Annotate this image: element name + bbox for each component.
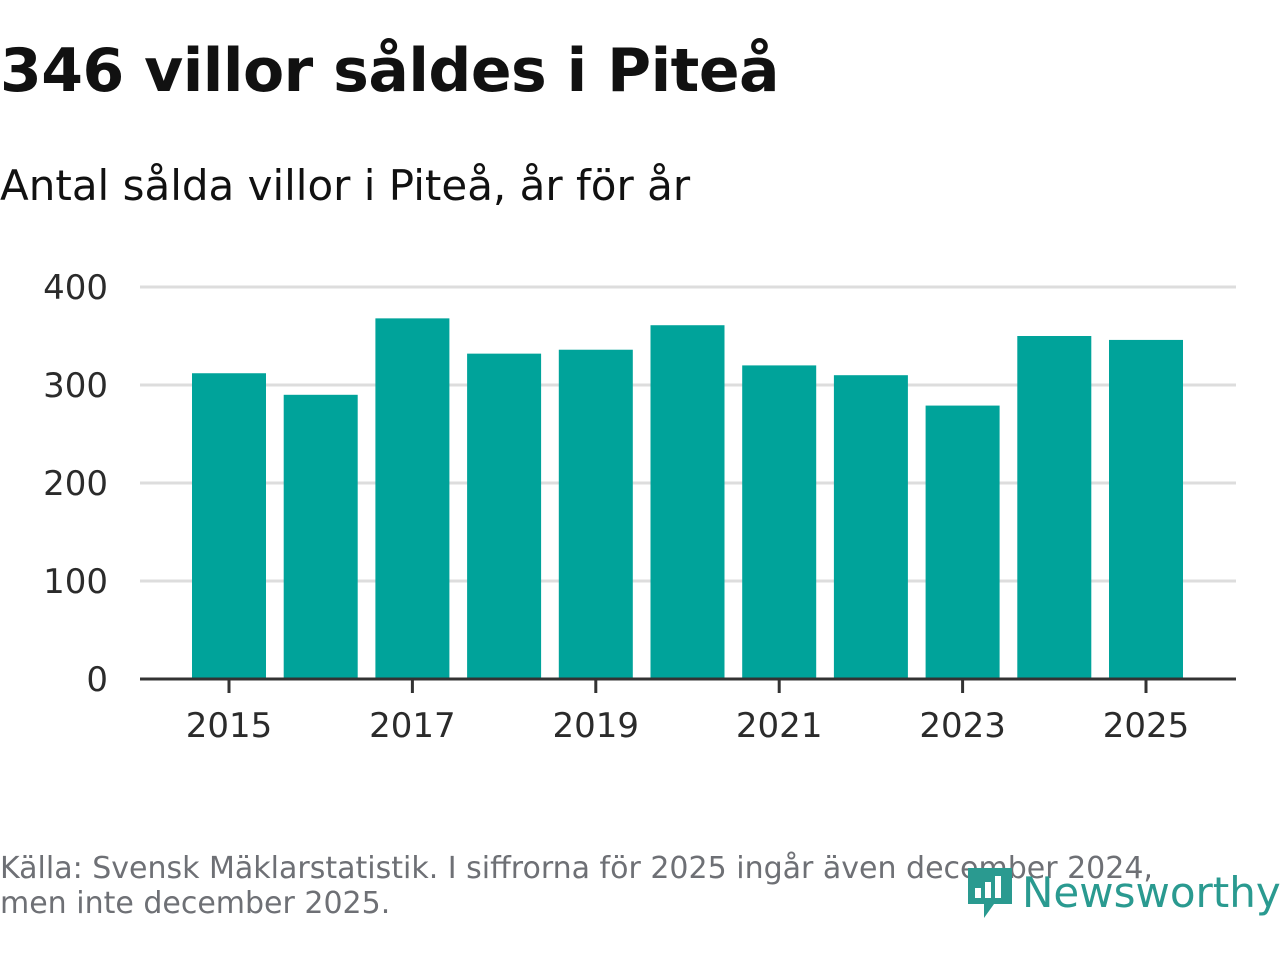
y-tick-label-100: 100: [43, 562, 108, 602]
chart-subtitle: Antal sålda villor i Piteå, år för år: [0, 161, 691, 210]
bar-2017: [375, 318, 450, 679]
bar-2018: [467, 353, 542, 679]
y-tick-label-400: 400: [43, 268, 108, 308]
newsworthy-logo-icon: [968, 868, 1012, 918]
x-tick-label-2017: 2017: [369, 706, 456, 746]
chart-title: 346 villor såldes i Piteå: [0, 36, 780, 106]
bars: [192, 318, 1183, 679]
x-tick-label-2025: 2025: [1103, 706, 1190, 746]
bar-2023: [925, 405, 1000, 679]
bar-chart: 0 100 200 300 400 2015 2017 2019 2021 2023 2025: [43, 268, 1236, 746]
bar-2022: [833, 375, 908, 679]
bar-2025: [1109, 339, 1183, 679]
bar-2015: [192, 373, 266, 679]
bar-2024: [1017, 336, 1092, 679]
y-tick-label-0: 0: [86, 660, 108, 700]
x-tick-label-2023: 2023: [919, 706, 1006, 746]
bar-2021: [742, 365, 817, 679]
x-tick-label-2015: 2015: [186, 706, 273, 746]
y-tick-label-200: 200: [43, 464, 108, 504]
bar-2016: [283, 394, 358, 679]
source-note: Källa: Svensk Mäklarstatistik. I siffror…: [0, 851, 1153, 921]
x-tick-label-2019: 2019: [553, 706, 640, 746]
newsworthy-logo: Newsworthy: [964, 862, 1280, 924]
y-tick-label-300: 300: [43, 366, 108, 406]
logo-text: Newsworthy: [1022, 868, 1280, 917]
x-tick-label-2021: 2021: [736, 706, 823, 746]
x-axis-labels: 2015 2017 2019 2021 2023 2025: [186, 706, 1190, 746]
x-axis: [140, 677, 1236, 693]
y-axis-labels: 0 100 200 300 400: [43, 268, 108, 700]
bar-2019: [558, 349, 633, 679]
bar-2020: [650, 325, 725, 679]
